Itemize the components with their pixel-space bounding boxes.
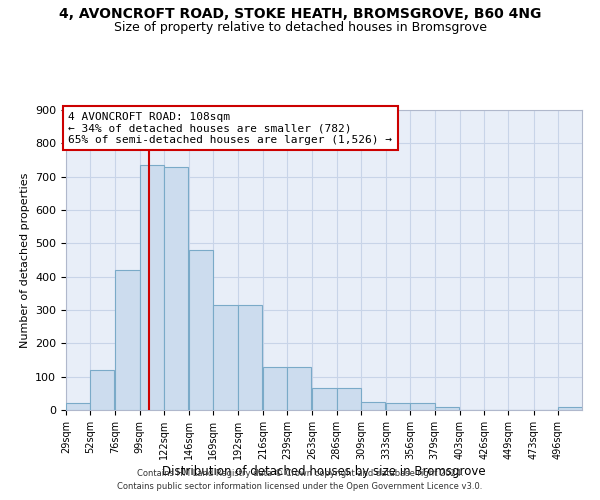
Text: 4 AVONCROFT ROAD: 108sqm
← 34% of detached houses are smaller (782)
65% of semi-: 4 AVONCROFT ROAD: 108sqm ← 34% of detach…	[68, 112, 392, 144]
Bar	[287, 366, 311, 410]
Bar	[313, 388, 337, 410]
Bar	[115, 270, 140, 410]
Bar	[164, 166, 188, 410]
Text: Contains public sector information licensed under the Open Government Licence v3: Contains public sector information licen…	[118, 482, 482, 491]
X-axis label: Distribution of detached houses by size in Bromsgrove: Distribution of detached houses by size …	[162, 464, 486, 477]
Bar	[189, 250, 214, 410]
Text: Contains HM Land Registry data © Crown copyright and database right 2024.: Contains HM Land Registry data © Crown c…	[137, 468, 463, 477]
Bar	[337, 388, 361, 410]
Bar	[434, 406, 459, 410]
Y-axis label: Number of detached properties: Number of detached properties	[20, 172, 29, 348]
Bar	[140, 165, 164, 410]
Bar	[66, 404, 90, 410]
Bar	[214, 305, 238, 410]
Text: 4, AVONCROFT ROAD, STOKE HEATH, BROMSGROVE, B60 4NG: 4, AVONCROFT ROAD, STOKE HEATH, BROMSGRO…	[59, 8, 541, 22]
Bar	[263, 366, 287, 410]
Bar	[386, 404, 410, 410]
Bar	[410, 404, 434, 410]
Bar	[558, 406, 582, 410]
Bar	[361, 402, 385, 410]
Text: Size of property relative to detached houses in Bromsgrove: Size of property relative to detached ho…	[113, 21, 487, 34]
Bar	[90, 370, 115, 410]
Bar	[238, 305, 262, 410]
